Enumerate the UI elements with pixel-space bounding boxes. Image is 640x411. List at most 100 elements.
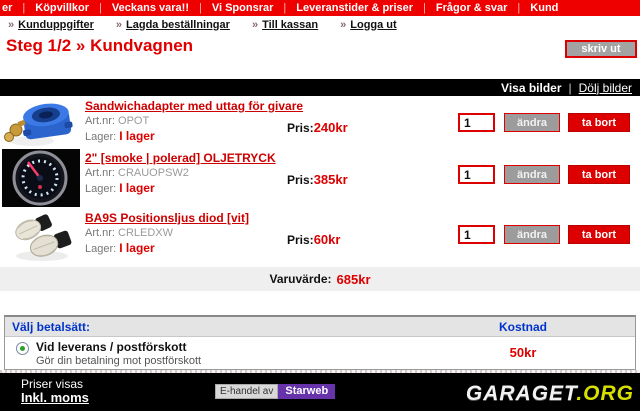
page-title: Steg 1/2 » Kundvagnen [6,36,194,55]
hide-images-link[interactable]: Dölj bilder [578,80,632,95]
nav-item-kopvillkor[interactable]: Köpvillkor [35,2,90,14]
payment-header-label: Välj betalsätt: [12,320,91,334]
change-quantity-button[interactable]: ändra [504,225,560,244]
product-artnr: Art.nr: CRLEDXW [85,227,173,239]
nav-separator: | [423,2,426,14]
product-stock: Lager: I lager [85,241,155,255]
logo-suffix: .ORG [576,382,634,405]
artnr-label: Art.nr: [85,167,115,179]
stock-label: Lager: [85,183,117,195]
show-images-link[interactable]: Visa bilder [501,80,562,95]
remove-item-button[interactable]: ta bort [568,165,630,184]
subnav-link-till-kassan[interactable]: Till kassan [262,18,319,31]
image-toggle-bar: Visa bilder | Dölj bilder [0,79,640,96]
cart-row: Sandwichadapter med uttag för givare Art… [0,96,640,152]
prices-note: Priser visas Inkl. moms [21,377,89,405]
price-label: Pris: [287,233,314,247]
prices-line1: Priser visas [21,377,84,391]
artnr-label: Art.nr: [85,227,115,239]
artnr-value: CRAUOPSW2 [118,167,189,179]
product-price: Pris:385kr [287,172,348,187]
payment-method-box: Välj betalsätt: Kostnad Vid leverans / p… [4,315,636,370]
chevron-right-icon: » [251,18,259,31]
stock-value: I lager [119,241,155,255]
product-stock: Lager: I lager [85,129,155,143]
product-price: Pris:60kr [287,232,340,247]
inkl-moms-link[interactable]: Inkl. moms [21,390,89,405]
product-artnr: Art.nr: OPOT [85,115,149,127]
price-value: 60kr [313,232,341,247]
payment-radio-selected[interactable] [16,342,29,355]
cart-row: BA9S Positionsljus diod [vit] Art.nr: CR… [0,208,640,266]
subnav-entry: » Kunduppgifter [8,19,94,31]
quantity-input[interactable] [458,165,495,184]
starweb-badge[interactable]: E-handel av Starweb [215,384,336,399]
price-value: 240kr [313,120,348,135]
product-title-link[interactable]: 2" [smoke | polerad] OLJETRYCK [85,151,276,165]
footer: Priser visas Inkl. moms E-handel av Star… [0,373,640,411]
sub-navigation: » Kunduppgifter » Lagda beställningar » … [0,16,640,33]
stock-value: I lager [119,181,155,195]
artnr-value: CRLEDXW [118,227,174,239]
nav-item-fragor-svar[interactable]: Frågor & svar [435,2,508,14]
nav-item-vi-sponsrar[interactable]: Vi Sponsrar [211,2,274,14]
stock-label: Lager: [85,131,117,143]
product-title-link[interactable]: Sandwichadapter med uttag för givare [85,99,304,113]
nav-separator: | [99,2,102,14]
payment-header: Välj betalsätt: Kostnad [5,317,635,337]
payment-option-cost: 50kr [509,345,537,360]
top-navigation: er | Köpvillkor | Veckans vara!! | Vi Sp… [0,0,640,16]
product-image-oil-pressure-gauge [2,149,80,207]
price-value: 385kr [313,172,348,187]
background-dots-strip [0,370,640,373]
nav-separator: | [517,2,521,14]
quantity-input[interactable] [458,113,495,132]
artnr-label: Art.nr: [85,115,115,127]
stock-value: I lager [119,129,155,143]
chevron-right-icon: » [115,18,123,31]
product-image-led-bulbs [2,209,78,264]
subnav-link-logga-ut[interactable]: Logga ut [350,18,397,31]
subnav-link-lagda-bestallningar[interactable]: Lagda beställningar [126,18,230,31]
quantity-input[interactable] [458,225,495,244]
change-quantity-button[interactable]: ändra [504,113,560,132]
cart-row: 2" [smoke | polerad] OLJETRYCK Art.nr: C… [0,148,640,208]
nav-item-truncated[interactable]: er [2,2,13,14]
cost-column-header: Kostnad [499,320,547,334]
chevron-right-icon: » [8,18,15,31]
product-image-sandwich-adapter [2,97,78,150]
artnr-value: OPOT [118,115,150,127]
badge-name: Starweb [278,384,336,399]
nav-item-leveranstider[interactable]: Leveranstider & priser [296,2,414,14]
chevron-right-icon: » [340,18,347,31]
product-price: Pris:240kr [287,120,348,135]
nav-separator: | [198,2,202,14]
nav-separator: | [283,2,287,14]
product-stock: Lager: I lager [85,181,155,195]
product-artnr: Art.nr: CRAUOPSW2 [85,167,189,179]
remove-item-button[interactable]: ta bort [568,225,630,244]
subnav-entry: » Lagda beställningar [116,19,230,31]
payment-option-label[interactable]: Vid leverans / postförskott [36,340,187,354]
badge-prefix: E-handel av [215,384,279,399]
nav-item-veckans-vara[interactable]: Veckans vara!! [111,2,189,14]
subnav-entry: » Logga ut [340,19,397,31]
print-button[interactable]: skriv ut [565,40,637,58]
change-quantity-button[interactable]: ändra [504,165,560,184]
subnav-link-kunduppgifter[interactable]: Kunduppgifter [18,18,94,31]
toolbar-separator: | [568,80,572,95]
product-title-link[interactable]: BA9S Positionsljus diod [vit] [85,211,250,225]
price-label: Pris: [287,121,314,135]
garaget-logo[interactable]: GARAGET.ORG [466,382,634,406]
cart-total-bar: Varuvärde: 685kr [0,267,640,291]
nav-separator: | [22,2,26,14]
logo-main: GARAGET [465,382,577,405]
payment-option-row: Vid leverans / postförskott Gör din beta… [5,337,635,369]
payment-option-description: Gör din betalning mot postförskott [36,355,202,367]
nav-item-kund-truncated[interactable]: Kund [530,2,559,14]
total-value: 685kr [336,271,371,287]
remove-item-button[interactable]: ta bort [568,113,630,132]
subnav-entry: » Till kassan [252,19,318,31]
price-label: Pris: [287,173,314,187]
